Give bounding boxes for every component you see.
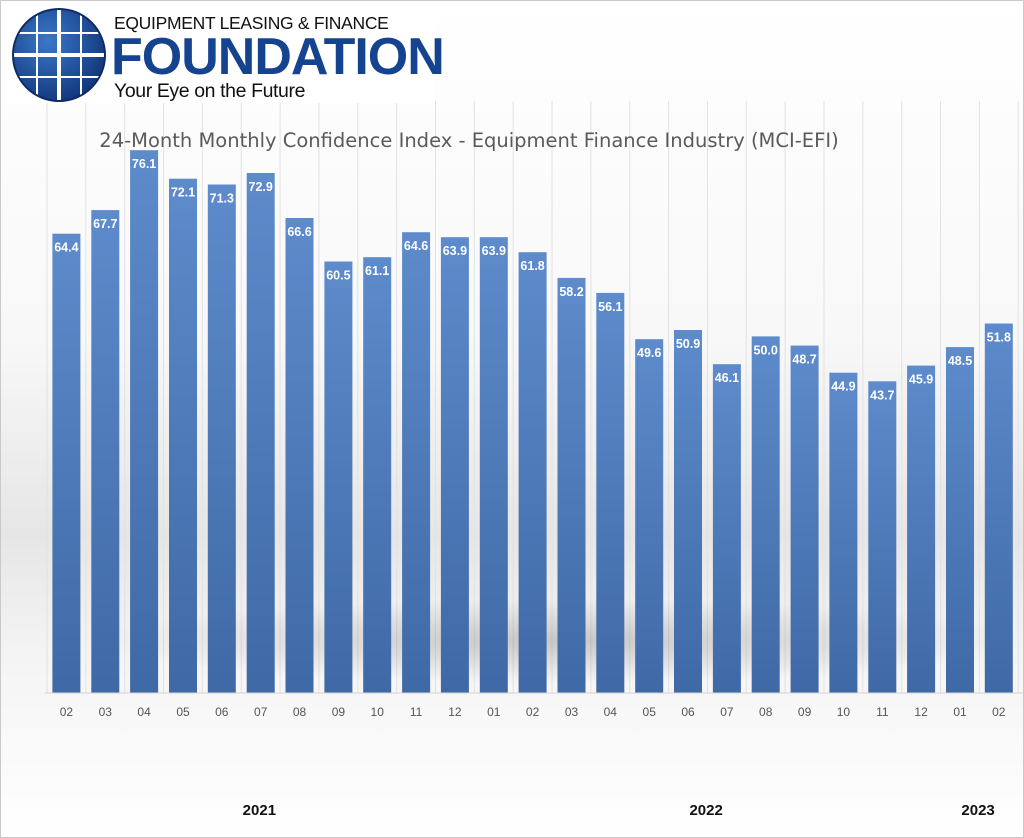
data-label: 45.9: [909, 373, 933, 387]
data-label: 48.5: [948, 354, 972, 368]
foundation-logo: EQUIPMENT LEASING & FINANCE FOUNDATION Y…: [7, 5, 445, 103]
x-tick-label: 09: [798, 705, 812, 719]
x-tick-label: 08: [293, 705, 307, 719]
x-tick-label: 12: [448, 705, 462, 719]
x-tick-label: 02: [992, 705, 1006, 719]
bar: [324, 261, 353, 693]
bar: [246, 173, 275, 693]
x-tick-label: 04: [137, 705, 151, 719]
data-label: 51.8: [987, 331, 1011, 345]
bar: [596, 292, 625, 693]
year-label: 2022: [689, 802, 723, 819]
data-label: 64.6: [404, 239, 428, 253]
bar: [635, 339, 664, 693]
bar: [907, 365, 936, 693]
data-label: 43.7: [870, 388, 894, 402]
bar: [829, 372, 858, 693]
x-tick-label: 02: [526, 705, 540, 719]
logo-tagline: Your Eye on the Future: [114, 80, 306, 102]
data-label: 50.9: [676, 337, 700, 351]
bar: [479, 237, 508, 693]
x-tick-label: 05: [643, 705, 657, 719]
data-label: 72.9: [249, 180, 273, 194]
x-tick-label: 10: [837, 705, 851, 719]
bar: [285, 218, 314, 693]
data-label: 72.1: [171, 186, 195, 200]
bar: [363, 257, 392, 693]
x-tick-label: 01: [953, 705, 967, 719]
x-tick-label: 03: [99, 705, 113, 719]
bar: [52, 233, 81, 693]
bar: [130, 150, 159, 693]
floor-shadow: [91, 599, 1023, 683]
x-tick-label: 03: [565, 705, 579, 719]
x-tick-label: 11: [876, 705, 889, 719]
bar: [674, 330, 702, 693]
bar: [207, 184, 236, 693]
x-tick-label: 11: [410, 705, 423, 719]
logo-text-top: EQUIPMENT LEASING & FINANCE: [114, 13, 389, 33]
x-tick-label: 05: [176, 705, 190, 719]
globe-icon: [12, 8, 106, 102]
bar: [946, 347, 974, 693]
data-label: 56.1: [598, 300, 622, 314]
data-label: 44.9: [831, 380, 855, 394]
x-tick-label: 06: [215, 705, 229, 719]
data-label: 60.5: [326, 269, 350, 283]
bar: [984, 323, 1013, 693]
bar: [518, 252, 547, 693]
year-label: 2021: [242, 802, 277, 819]
chart-title: 24-Month Monthly Confidence Index - Equi…: [99, 129, 839, 152]
x-tick-label: 07: [254, 705, 268, 719]
data-label: 46.1: [715, 371, 739, 385]
data-label: 71.3: [210, 192, 234, 206]
x-tick-label: 01: [487, 705, 501, 719]
data-label: 61.1: [365, 264, 389, 278]
bar: [557, 277, 586, 693]
bar: [169, 178, 197, 693]
bar: [402, 232, 431, 693]
year-label: 2023: [961, 802, 995, 819]
x-tick-label: 12: [914, 705, 928, 719]
x-tick-label: 09: [332, 705, 346, 719]
x-tick-label: 10: [371, 705, 385, 719]
bar: [790, 345, 819, 693]
bar: [440, 237, 469, 693]
x-tick-label: 04: [604, 705, 618, 719]
data-label: 48.7: [792, 353, 816, 367]
x-tick-label: 08: [759, 705, 773, 719]
bar: [868, 381, 897, 693]
bar: [751, 336, 780, 693]
x-tick-label: 02: [60, 705, 74, 719]
data-label: 67.7: [93, 217, 117, 231]
data-label: 63.9: [443, 244, 467, 258]
bar: [712, 364, 741, 693]
data-label: 49.6: [637, 346, 661, 360]
x-tick-label: 07: [720, 705, 734, 719]
data-label: 61.8: [520, 259, 544, 273]
data-label: 50.0: [754, 343, 778, 357]
data-label: 66.6: [287, 225, 311, 239]
logo-text-main: FOUNDATION: [111, 28, 445, 86]
data-label: 58.2: [559, 285, 583, 299]
data-label: 64.4: [54, 241, 78, 255]
data-label: 63.9: [482, 244, 506, 258]
bar: [91, 210, 120, 693]
x-tick-label: 06: [681, 705, 695, 719]
data-label: 76.1: [132, 157, 156, 171]
